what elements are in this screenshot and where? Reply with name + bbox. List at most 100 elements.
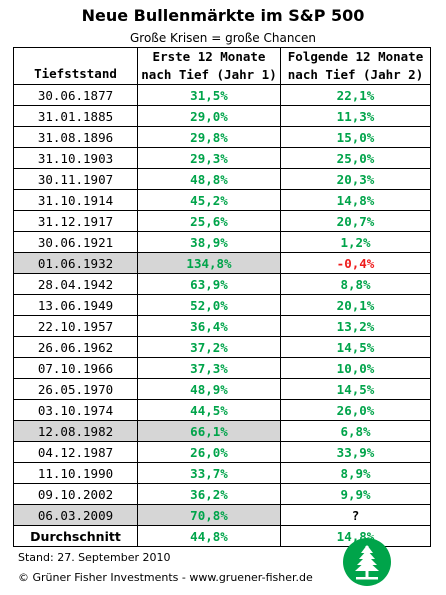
row-year2-value: 20,3% — [280, 168, 431, 190]
footer-copyright: © Grüner Fisher Investments - www.gruene… — [18, 571, 313, 584]
row-year1-value: 26,0% — [137, 441, 281, 463]
row-date: 03.10.1974 — [13, 399, 138, 421]
row-date: 31.10.1903 — [13, 147, 138, 169]
page-subtitle: Große Krisen = große Chancen — [129, 31, 317, 45]
row-year2-value: 6,8% — [280, 420, 431, 442]
row-year1-value: 45,2% — [137, 189, 281, 211]
row-year1-value: 70,8% — [137, 504, 281, 526]
header-year1: Erste 12 Monate nach Tief (Jahr 1) — [137, 47, 281, 85]
row-date: 31.12.1917 — [13, 210, 138, 232]
row-date: 26.06.1962 — [13, 336, 138, 358]
row-date: 09.10.2002 — [13, 483, 138, 505]
table-row: 03.10.1974 44,5% 26,0% — [13, 399, 431, 421]
average-year1-value: 44,8% — [137, 525, 281, 547]
page-title: Neue Bullenmärkte im S&P 500 — [81, 6, 365, 25]
header-tiefststand: Tiefststand — [13, 47, 138, 85]
table-row: 31.10.1903 29,3% 25,0% — [13, 147, 431, 169]
row-year2-value: 13,2% — [280, 315, 431, 337]
row-date: 01.06.1932 — [13, 252, 138, 274]
row-year1-value: 48,9% — [137, 378, 281, 400]
row-date: 04.12.1987 — [13, 441, 138, 463]
row-year2-value: 20,7% — [280, 210, 431, 232]
row-year2-value: 26,0% — [280, 399, 431, 421]
row-year1-value: 52,0% — [137, 294, 281, 316]
table-row: 31.10.1914 45,2% 14,8% — [13, 189, 431, 211]
row-year2-value: 8,8% — [280, 273, 431, 295]
row-year2-value: 11,3% — [280, 105, 431, 127]
row-year1-value: 29,0% — [137, 105, 281, 127]
row-year1-value: 33,7% — [137, 462, 281, 484]
row-date: 31.08.1896 — [13, 126, 138, 148]
row-year1-value: 134,8% — [137, 252, 281, 274]
row-year2-value: 22,1% — [280, 84, 431, 106]
table-row: 06.03.2009 70,8%? — [13, 504, 431, 526]
table-row: 12.08.1982 66,1% 6,8% — [13, 420, 431, 442]
row-year1-value: 25,6% — [137, 210, 281, 232]
table-row: 30.11.1907 48,8% 20,3% — [13, 168, 431, 190]
table-row: 07.10.1966 37,3% 10,0% — [13, 357, 431, 379]
footer-date: Stand: 27. September 2010 — [18, 551, 171, 564]
table-row: 26.05.1970 48,9% 14,5% — [13, 378, 431, 400]
header-year2-line2: nach Tief (Jahr 2) — [287, 67, 424, 82]
row-date: 07.10.1966 — [13, 357, 138, 379]
table-row: 31.08.1896 29,8% 15,0% — [13, 126, 431, 148]
row-date: 28.04.1942 — [13, 273, 138, 295]
header-year1-line1: Erste 12 Monate — [152, 49, 266, 64]
tree-logo-icon — [343, 538, 391, 586]
row-date: 30.06.1877 — [13, 84, 138, 106]
row-year2-value: 20,1% — [280, 294, 431, 316]
table-row: 31.12.1917 25,6% 20,7% — [13, 210, 431, 232]
table-row: 30.06.1877 31,5% 22,1% — [13, 84, 431, 106]
row-year2-value: ? — [280, 504, 431, 526]
row-year1-value: 37,3% — [137, 357, 281, 379]
row-year2-value: 14,5% — [280, 336, 431, 358]
row-date: 12.08.1982 — [13, 420, 138, 442]
row-year1-value: 44,5% — [137, 399, 281, 421]
row-year2-value: 9,9% — [280, 483, 431, 505]
header-tiefststand-label: Tiefststand — [34, 66, 117, 81]
table-row: 09.10.2002 36,2% 9,9% — [13, 483, 431, 505]
row-year2-value: -0,4% — [280, 252, 431, 274]
row-date: 30.11.1907 — [13, 168, 138, 190]
table-row: 01.06.1932 134,8% -0,4% — [13, 252, 431, 274]
row-date: 11.10.1990 — [13, 462, 138, 484]
table-row: 22.10.1957 36,4% 13,2% — [13, 315, 431, 337]
row-year1-value: 36,4% — [137, 315, 281, 337]
table-row: 13.06.1949 52,0% 20,1% — [13, 294, 431, 316]
header-year2: Folgende 12 Monate nach Tief (Jahr 2) — [280, 47, 431, 85]
row-year2-value: 15,0% — [280, 126, 431, 148]
table-row: 31.01.1885 29,0% 11,3% — [13, 105, 431, 127]
row-year1-value: 36,2% — [137, 483, 281, 505]
row-year1-value: 31,5% — [137, 84, 281, 106]
average-label: Durchschnitt — [13, 525, 138, 547]
row-date: 31.10.1914 — [13, 189, 138, 211]
row-year1-value: 37,2% — [137, 336, 281, 358]
row-date: 22.10.1957 — [13, 315, 138, 337]
row-year2-value: 8,9% — [280, 462, 431, 484]
row-year1-value: 38,9% — [137, 231, 281, 253]
row-date: 31.01.1885 — [13, 105, 138, 127]
row-year1-value: 66,1% — [137, 420, 281, 442]
row-year2-value: 10,0% — [280, 357, 431, 379]
row-year1-value: 29,8% — [137, 126, 281, 148]
bull-market-table: Tiefststand Erste 12 Monate nach Tief (J… — [13, 47, 431, 547]
table-row: 30.06.1921 38,9% 1,2% — [13, 231, 431, 253]
row-date: 06.03.2009 — [13, 504, 138, 526]
header-year2-line1: Folgende 12 Monate — [287, 49, 424, 64]
row-year2-value: 14,5% — [280, 378, 431, 400]
row-year2-value: 25,0% — [280, 147, 431, 169]
table-row: 26.06.1962 37,2% 14,5% — [13, 336, 431, 358]
row-year2-value: 14,8% — [280, 189, 431, 211]
row-year1-value: 48,8% — [137, 168, 281, 190]
row-year2-value: 33,9% — [280, 441, 431, 463]
table-header-row: Tiefststand Erste 12 Monate nach Tief (J… — [13, 47, 431, 85]
row-date: 26.05.1970 — [13, 378, 138, 400]
row-year1-value: 29,3% — [137, 147, 281, 169]
table-body: 30.06.1877 31,5% 22,1% 31.01.1885 29,0% 11,3%… — [13, 84, 431, 547]
table-row: 04.12.1987 26,0% 33,9% — [13, 441, 431, 463]
header-year1-line2: nach Tief (Jahr 1) — [141, 67, 277, 82]
row-year1-value: 63,9% — [137, 273, 281, 295]
table-row: 28.04.1942 63,9% 8,8% — [13, 273, 431, 295]
row-year2-value: 1,2% — [280, 231, 431, 253]
row-date: 30.06.1921 — [13, 231, 138, 253]
